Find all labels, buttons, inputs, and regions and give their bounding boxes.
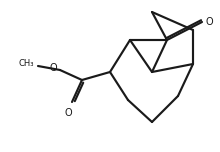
Text: O: O: [64, 108, 72, 118]
Text: O: O: [49, 63, 57, 73]
Text: O: O: [205, 17, 213, 27]
Text: CH₃: CH₃: [18, 59, 34, 69]
